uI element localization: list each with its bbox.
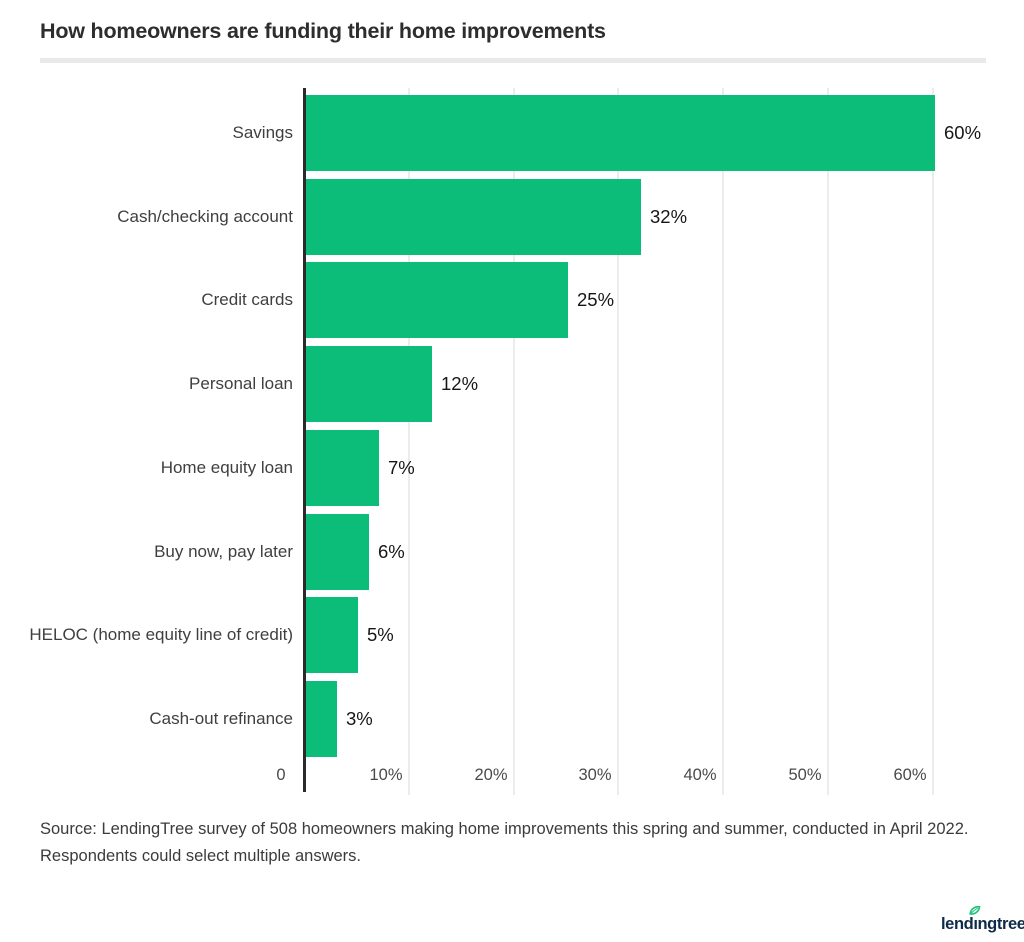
x-tick-label: 60% [893, 766, 927, 784]
y-axis-line [303, 88, 306, 792]
bar [306, 681, 337, 757]
bar [306, 597, 358, 673]
bar [306, 179, 641, 255]
value-label: 25% [577, 289, 615, 310]
category-label: Cash-out refinance [149, 709, 293, 728]
gridline [827, 88, 830, 795]
source-line-2: Respondents could select multiple answer… [40, 847, 362, 865]
value-label: 7% [388, 457, 415, 478]
source-line-1: Source: LendingTree survey of 508 homeow… [40, 820, 969, 838]
value-label: 60% [944, 122, 982, 143]
category-label: Personal loan [189, 374, 293, 393]
x-tick-label: 20% [474, 766, 508, 784]
category-label: Savings [232, 123, 293, 142]
gridline [931, 88, 934, 795]
x-tick-label: 40% [683, 766, 717, 784]
value-label: 5% [367, 624, 394, 645]
value-label: 3% [346, 708, 373, 729]
category-label: Buy now, pay later [154, 542, 293, 561]
value-label: 32% [650, 206, 688, 227]
page-title: How homeowners are funding their home im… [40, 19, 606, 43]
bar [306, 430, 379, 506]
bar [306, 262, 568, 338]
bar [306, 346, 432, 422]
gridline [722, 88, 725, 795]
category-label: HELOC (home equity line of credit) [29, 625, 293, 644]
gridline [407, 88, 410, 795]
category-label: Cash/checking account [117, 207, 293, 226]
bar [306, 514, 369, 590]
gridline [617, 88, 620, 795]
category-label: Credit cards [201, 290, 293, 309]
x-tick-label: 10% [369, 766, 403, 784]
lendingtree-logo-text: lendıngtree [941, 915, 1024, 933]
value-label: 6% [378, 541, 405, 562]
gridline [512, 88, 515, 795]
title-divider [40, 58, 986, 63]
bar [306, 95, 935, 171]
bar-chart: Savings 60% Cash/checking account 32% Credit… [0, 88, 1024, 800]
source-note: Source: LendingTree survey of 508 homeow… [40, 816, 1000, 870]
lendingtree-logo: lendıngtree [941, 902, 1024, 936]
value-label: 12% [441, 373, 479, 394]
x-tick-label: 30% [578, 766, 612, 784]
category-label: Home equity loan [160, 458, 293, 477]
leaf-icon [969, 905, 981, 915]
x-tick-label: 0 [276, 766, 286, 784]
x-tick-label: 50% [788, 766, 822, 784]
